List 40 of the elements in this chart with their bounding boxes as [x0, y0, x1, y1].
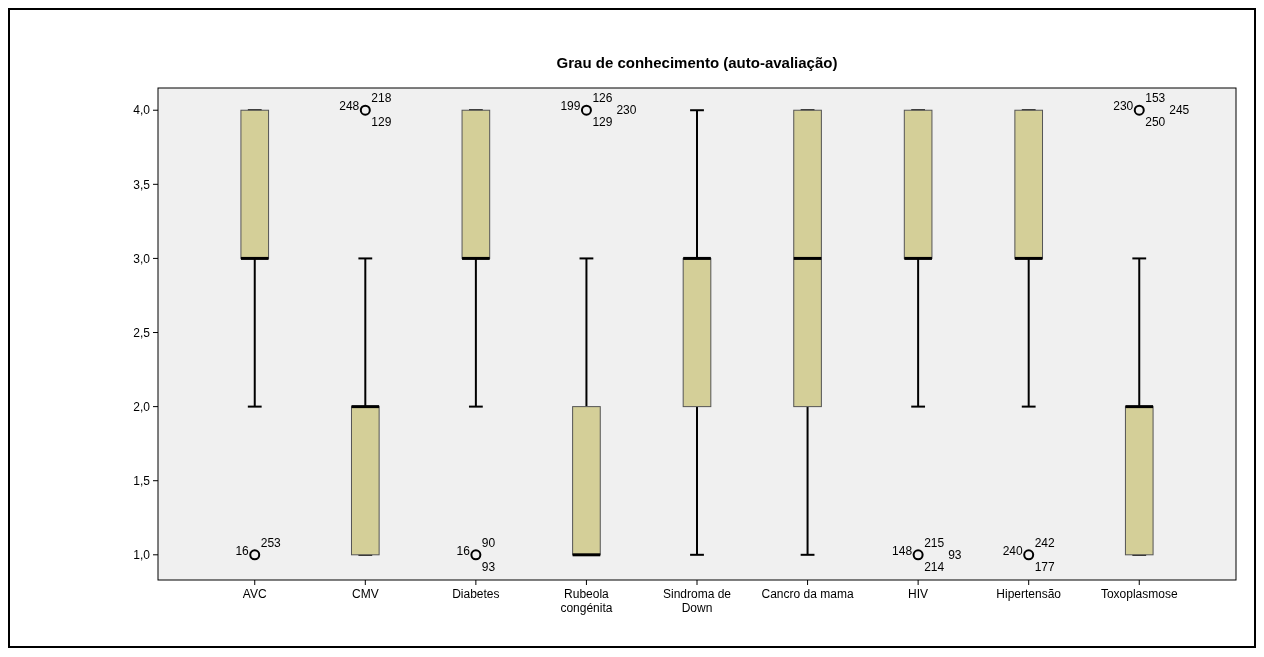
- y-tick-label: 4,0: [133, 103, 151, 118]
- annotation: 242: [1034, 536, 1056, 551]
- x-tick-label: Hipertensão: [996, 587, 1062, 601]
- chart-title: Grau de conhecimento (auto-avaliação): [556, 54, 838, 71]
- annotation: 240: [1002, 544, 1024, 559]
- x-tick-label: Sindroma de Down: [662, 587, 732, 615]
- annotation: 16: [456, 544, 471, 559]
- y-tick-label: 1,0: [133, 548, 151, 563]
- annotation: 215: [924, 536, 945, 551]
- annotation: 199: [560, 99, 581, 114]
- x-tick-label: Cancro da mama: [761, 587, 854, 601]
- x-tick-label: CMV: [351, 587, 379, 601]
- y-tick-label: 2,5: [133, 325, 151, 340]
- annotation: 93: [481, 560, 496, 575]
- x-tick-label: HIV: [908, 587, 929, 601]
- annotation: 214: [924, 560, 945, 575]
- annotation: 230: [1113, 99, 1134, 114]
- annotation: 90: [481, 536, 496, 551]
- x-tick-label: Diabetes: [452, 587, 500, 601]
- annotation: 218: [371, 91, 392, 106]
- y-tick-label: 3,5: [133, 177, 151, 192]
- annotation: 250: [1145, 115, 1166, 130]
- x-tick-label: Toxoplasmose: [1100, 587, 1178, 601]
- annotation: 230: [616, 103, 637, 118]
- annotation: 129: [371, 115, 392, 130]
- annotation: 177: [1034, 560, 1056, 575]
- y-tick-label: 3,0: [133, 251, 151, 266]
- y-tick-label: 1,5: [133, 473, 151, 488]
- annotation: 93: [948, 548, 962, 563]
- x-tick-label: Rubeola congénita: [560, 587, 613, 615]
- annotation: 153: [1145, 91, 1166, 106]
- y-tick-label: 2,0: [133, 399, 151, 414]
- annotation: 129: [592, 115, 613, 130]
- annotation: 148: [892, 544, 913, 559]
- annotation: 253: [260, 536, 282, 551]
- annotation: 16: [235, 544, 250, 559]
- annotation: 126: [592, 91, 613, 106]
- annotation: 245: [1169, 103, 1190, 118]
- annotation: 248: [339, 99, 360, 114]
- x-tick-label: AVC: [242, 587, 267, 601]
